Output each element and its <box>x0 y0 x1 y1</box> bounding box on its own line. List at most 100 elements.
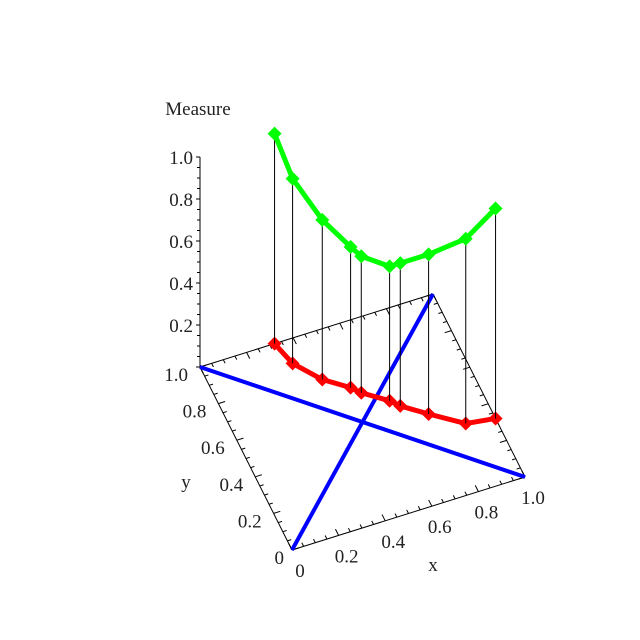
z-tick-label: 1.0 <box>169 148 193 169</box>
back-y-tick <box>479 394 484 397</box>
back-y-tick <box>452 339 457 342</box>
x-tick <box>499 480 503 485</box>
x-tick <box>381 514 386 522</box>
measure-point <box>488 201 503 216</box>
back-y-tick <box>456 348 461 351</box>
y-axis-label: y <box>181 472 191 493</box>
y-tick <box>245 456 250 459</box>
measure-line <box>272 132 498 269</box>
x-tick <box>394 513 398 518</box>
back-y-tick <box>461 357 466 360</box>
back-y-tick <box>481 403 489 407</box>
measure-point <box>421 247 436 262</box>
back-x-tick <box>409 301 412 306</box>
back-y-tick <box>470 375 475 379</box>
y-tick-label: 0 <box>275 548 285 569</box>
y-tick <box>268 502 273 505</box>
y-tick <box>273 510 281 514</box>
y-tick <box>232 429 237 432</box>
back-x-tick <box>339 322 344 330</box>
y-tick <box>282 530 287 533</box>
back-x-tick <box>397 304 401 309</box>
x-tick <box>428 499 433 507</box>
back-x-tick <box>304 333 308 338</box>
x-tick-label: 0.4 <box>381 532 405 553</box>
back-x-tick <box>374 312 377 317</box>
measure-series <box>267 126 503 274</box>
x-tick <box>441 498 444 503</box>
x-tick <box>406 509 409 514</box>
x-tick <box>464 491 468 496</box>
x-tick-label: 0.6 <box>428 517 452 538</box>
x-axis-label: x <box>428 555 438 576</box>
measure-point <box>343 239 358 254</box>
y-tick <box>255 474 263 478</box>
y-tick-label: 0.2 <box>238 511 262 532</box>
y-tick <box>209 383 214 386</box>
y-tick <box>227 420 232 423</box>
back-y-tick <box>499 439 507 443</box>
z-tick-label: 0.8 <box>169 190 193 211</box>
back-y-tick <box>438 311 443 314</box>
x-tick <box>371 520 374 525</box>
back-y-tick <box>433 302 438 305</box>
reference-line <box>199 365 526 479</box>
y-tick-label: 1.0 <box>164 365 188 386</box>
measure-point <box>393 256 408 271</box>
back-y-tick <box>488 412 493 415</box>
back-x-tick <box>234 355 238 360</box>
back-x-tick <box>246 352 251 359</box>
y-tick <box>222 411 227 414</box>
x-tick <box>301 542 305 547</box>
axis-ticks <box>196 156 526 551</box>
x-tick <box>487 484 491 489</box>
x-tick-label: 0.8 <box>475 503 499 524</box>
stems <box>274 133 497 424</box>
y-tick <box>236 437 244 441</box>
back-x-tick <box>316 330 319 335</box>
back-x-tick <box>420 297 424 302</box>
tick-labels: 0 0.2 0.4 0.6 0.8 1.0 0 0.2 0.4 0.6 0.8 … <box>164 99 545 582</box>
back-y-tick <box>444 330 452 334</box>
z-tick-label: 0.4 <box>169 274 193 295</box>
y-tick <box>278 520 283 524</box>
back-x-tick <box>222 359 226 364</box>
y-tick <box>259 484 264 487</box>
base-line <box>272 341 496 427</box>
back-x-tick <box>257 348 261 353</box>
back-x-tick <box>327 326 331 331</box>
x-tick <box>324 535 328 540</box>
back-y-tick <box>462 366 470 370</box>
measure-point <box>382 259 397 274</box>
x-tick <box>452 495 456 500</box>
y-tick-label: 0.8 <box>183 402 207 423</box>
x-tick <box>474 485 479 492</box>
back-y-tick <box>442 320 447 324</box>
x-tick <box>511 476 514 481</box>
back-x-tick <box>281 341 284 346</box>
y-tick <box>264 493 269 496</box>
z-tick-label: 0.6 <box>169 232 193 253</box>
y-tick <box>250 465 255 469</box>
y-tick <box>287 539 292 542</box>
y-tick <box>213 392 218 395</box>
measure-point <box>458 231 473 246</box>
back-x-tick <box>362 315 366 320</box>
x-tick-label: 0 <box>295 561 305 582</box>
reference-lines <box>199 293 526 551</box>
y-tick-label: 0.6 <box>201 438 225 459</box>
back-y-tick <box>507 449 512 452</box>
x-tick <box>417 506 421 511</box>
x-tick <box>348 527 351 532</box>
x-tick-label: 1.0 <box>521 488 545 509</box>
measure-point <box>354 249 369 264</box>
x-tick <box>335 528 340 536</box>
y-tick <box>241 447 246 450</box>
y-tick-label: 0.4 <box>219 475 243 496</box>
y-tick <box>218 401 226 405</box>
back-x-tick <box>351 319 354 324</box>
x-tick-label: 0.2 <box>335 546 359 567</box>
x-tick <box>313 538 316 543</box>
measure-point <box>315 212 330 227</box>
